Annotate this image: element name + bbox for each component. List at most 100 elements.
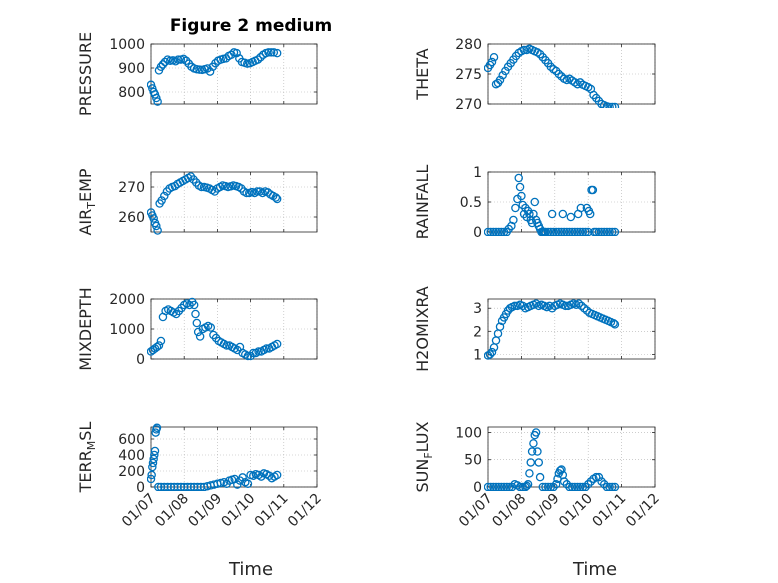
data-point xyxy=(607,227,617,236)
y-tick-label: 1 xyxy=(473,347,482,363)
x-axis-label-left: Time xyxy=(228,559,273,580)
data-point xyxy=(545,301,554,311)
data-point xyxy=(546,62,556,72)
data-point xyxy=(591,472,601,482)
subplot-4: 0 0.5 1 RAINFALL xyxy=(413,165,656,241)
y-tick-label: 900 xyxy=(118,61,145,77)
data-point xyxy=(547,209,557,219)
data-point xyxy=(264,48,273,57)
data-point xyxy=(216,478,225,488)
data-point xyxy=(549,482,558,491)
data-point xyxy=(605,227,614,236)
data-point xyxy=(610,320,620,329)
data-point xyxy=(485,350,495,359)
data-series xyxy=(147,48,282,106)
y-tick-label: 275 xyxy=(455,67,482,83)
data-point xyxy=(489,52,499,62)
subplot-5: 0 1000 2000 MIXDEPTH xyxy=(76,287,318,371)
data-point xyxy=(243,479,253,489)
data-point xyxy=(509,215,518,225)
data-point xyxy=(152,342,162,352)
data-point xyxy=(147,80,156,90)
data-point xyxy=(577,301,586,311)
data-point xyxy=(558,209,568,219)
data-point xyxy=(498,70,507,80)
y-tick-label: 280 xyxy=(455,37,482,53)
data-point xyxy=(573,482,582,491)
axes-box xyxy=(150,43,318,105)
data-point xyxy=(531,428,541,437)
data-point xyxy=(489,482,498,491)
data-point xyxy=(222,341,231,350)
data-point xyxy=(527,447,537,456)
subplot-1: 800 900 1000 PRESSURE xyxy=(76,32,318,116)
data-point xyxy=(149,214,158,223)
data-point xyxy=(269,48,279,57)
data-point xyxy=(272,48,282,58)
data-point xyxy=(594,227,604,236)
data-point xyxy=(575,227,585,236)
y-tick-label: 1 xyxy=(473,165,482,181)
data-point xyxy=(264,471,274,481)
data-point xyxy=(491,482,501,491)
data-point xyxy=(602,102,612,108)
data-point xyxy=(511,203,520,213)
data-point xyxy=(566,212,576,222)
data-point xyxy=(486,482,495,491)
data-point xyxy=(249,348,258,358)
data-point xyxy=(266,48,276,57)
data-point xyxy=(487,57,497,67)
data-point xyxy=(607,102,617,108)
data-point xyxy=(602,482,612,491)
data-point xyxy=(562,227,572,236)
y-tick-label: 260 xyxy=(118,210,145,226)
data-point xyxy=(561,301,570,311)
data-series xyxy=(484,299,620,360)
data-point xyxy=(543,227,553,236)
data-point xyxy=(591,227,601,236)
data-point xyxy=(535,472,545,482)
y-axis-label: RAINFALL xyxy=(413,165,432,240)
data-point xyxy=(262,344,271,353)
data-point xyxy=(522,481,531,491)
data-point xyxy=(517,191,526,201)
data-point xyxy=(581,227,590,236)
data-point xyxy=(510,301,519,311)
data-point xyxy=(541,482,550,491)
data-point xyxy=(272,470,282,480)
y-tick-label: 200 xyxy=(118,464,145,480)
y-tick-label: 0 xyxy=(136,480,145,496)
data-point xyxy=(565,227,574,236)
y-tick-label: 3 xyxy=(473,301,482,317)
data-point xyxy=(541,227,550,236)
data-point xyxy=(567,227,577,236)
data-point xyxy=(150,446,160,456)
data-point xyxy=(197,182,206,192)
data-point xyxy=(523,480,533,489)
y-tick-label: 400 xyxy=(118,448,145,464)
data-point xyxy=(272,194,282,204)
figure-title: Figure 2 medium xyxy=(170,16,332,36)
data-point xyxy=(242,188,251,198)
data-point xyxy=(525,209,534,219)
data-point xyxy=(147,470,156,480)
data-point xyxy=(557,227,566,236)
data-point xyxy=(538,482,548,491)
y-tick-label: 600 xyxy=(118,432,145,448)
data-series xyxy=(484,428,620,491)
data-point xyxy=(149,454,158,464)
data-point xyxy=(156,336,166,346)
data-point xyxy=(610,102,620,108)
data-point xyxy=(151,428,160,437)
data-point xyxy=(518,301,527,311)
y-tick-label: 100 xyxy=(455,425,482,441)
data-point xyxy=(559,227,569,236)
data-point xyxy=(501,66,510,76)
data-point xyxy=(256,52,265,62)
data-point xyxy=(152,93,161,103)
data-point xyxy=(519,45,529,55)
data-point xyxy=(486,227,495,236)
y-tick-label: 800 xyxy=(118,85,145,101)
data-point xyxy=(531,299,541,308)
data-point xyxy=(160,191,169,201)
